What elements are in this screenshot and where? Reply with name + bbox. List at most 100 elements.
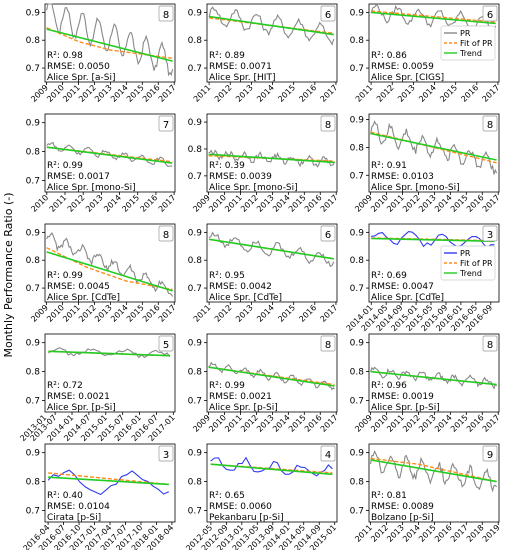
panel-15: 0.90.80.72011201220132014201520162017201…: [350, 443, 502, 544]
y-tick-label: 0.8: [350, 368, 365, 378]
badge-label: 7: [163, 120, 169, 131]
rmse-annotation: RMSE: 0.0047: [371, 282, 434, 292]
y-tick-label: 0.9: [350, 8, 365, 18]
x-tick-label: 2011: [223, 193, 244, 214]
badge-box: [320, 335, 336, 352]
r2-annotation: R²: 0.98: [47, 51, 83, 61]
x-tick-label: 2011: [223, 413, 244, 434]
badge-box: [482, 225, 498, 242]
y-tick-label: 0.7: [350, 64, 364, 74]
r2-annotation: R²: 0.72: [47, 381, 83, 391]
x-tick-label: 2012: [77, 303, 98, 324]
x-tick-label: 2017: [481, 83, 502, 104]
fit-series-line: [370, 457, 497, 483]
x-tick-label: 2014: [255, 83, 276, 104]
x-tick-label: 2012: [375, 83, 396, 104]
panel-4: 0.9 0.8 0.7 2010201120122013201420152016201…: [26, 113, 178, 214]
x-tick-label: 2009: [191, 413, 212, 434]
r2-annotation: R²: 0.96: [371, 381, 407, 391]
x-tick-label: 2017: [319, 413, 340, 434]
trend-series-line: [370, 370, 497, 386]
panel-6: 0.90.80.72009201020112012201320142015201…: [350, 113, 502, 214]
pr-series-line: [48, 347, 171, 359]
x-tick-label: 2016: [141, 83, 162, 104]
r2-annotation: R²: 0.91: [371, 161, 407, 171]
x-tick-label: 2015: [438, 83, 459, 104]
y-tick-label: 0.8: [188, 36, 203, 46]
badge-label: 8: [487, 340, 493, 351]
rmse-annotation: RMSE: 0.0021: [47, 392, 110, 402]
x-tick-label: 2010: [207, 193, 228, 214]
y-tick-label: 0.7: [26, 64, 40, 74]
y-tick-label: 0.9: [350, 339, 365, 349]
site-annotation: Bolzano [p-Si]: [371, 513, 434, 523]
rmse-annotation: RMSE: 0.0042: [209, 282, 272, 292]
rmse-annotation: RMSE: 0.0017: [47, 172, 110, 182]
badge-box: [482, 445, 498, 462]
badge-label: 8: [325, 120, 331, 131]
x-tick-label: 2009: [191, 193, 212, 214]
x-tick-label: 2014: [417, 83, 438, 104]
site-annotation: Alice Spr. [mono-Si]: [371, 183, 460, 193]
x-tick-label: 2009: [29, 303, 50, 324]
x-tick-label: 2016: [459, 83, 480, 104]
x-tick-label: 2011: [48, 193, 69, 214]
badge-box: [158, 445, 174, 462]
y-tick-label: 0.8: [26, 368, 41, 378]
x-tick-label: 2016: [141, 303, 162, 324]
x-tick-label: 2016: [139, 193, 160, 214]
panel-7: 0.90.80.72009201020112012201320142015201…: [26, 223, 178, 324]
y-tick-label: 0.8: [26, 36, 41, 46]
y-tick-label: 0.7: [350, 506, 364, 516]
badge-box: [320, 115, 336, 132]
rmse-annotation: RMSE: 0.0060: [209, 502, 272, 512]
r2-annotation: R²: 0.81: [371, 491, 407, 501]
x-tick-label: 2016: [465, 193, 486, 214]
site-annotation: Cirata [p-Si]: [47, 513, 101, 523]
x-tick-label: 2013: [417, 413, 438, 434]
badge-box: [158, 335, 174, 352]
legend-label: PR: [460, 249, 471, 258]
x-tick-label: 2014: [271, 193, 292, 214]
panel-9: 0.90.80.72014-012014-052014-092015-01201…: [345, 223, 500, 333]
badge-label: 8: [163, 230, 169, 241]
trend-series-line: [46, 146, 173, 164]
x-tick-label: 2014: [102, 193, 123, 214]
y-tick-label: 0.7: [188, 64, 202, 74]
site-annotation: Alice Spr. [CdTe]: [47, 293, 120, 303]
x-tick-label: 2010: [369, 413, 390, 434]
x-tick-label: 2010: [207, 413, 228, 434]
legend-label: Trend: [459, 49, 482, 58]
site-annotation: Alice Spr. [mono-Si]: [209, 183, 298, 193]
r2-annotation: R²: 0.99: [47, 161, 83, 171]
y-tick-label: 0.8: [26, 478, 41, 488]
x-tick-label: 2016: [433, 523, 454, 544]
x-tick-label: 2010: [29, 193, 50, 214]
trend-series-line: [208, 238, 334, 260]
x-tick-label: 2015: [449, 413, 470, 434]
plot-frame: [206, 223, 338, 303]
y-tick-label: 0.9: [188, 118, 203, 128]
y-tick-label: 0.9: [26, 449, 41, 459]
x-tick-label: 2009: [353, 193, 374, 214]
y-tick-label: 0.9: [350, 449, 365, 459]
x-tick-label: 2015: [287, 413, 308, 434]
x-tick-label: 2015: [125, 83, 146, 104]
x-tick-label: 2017: [481, 413, 502, 434]
badge-label: 6: [325, 230, 331, 241]
y-tick-label: 0.8: [26, 148, 41, 158]
y-tick-label: 0.9: [188, 339, 203, 349]
panel-14: 0.90.80.72012-052012-092013-012013-05201…: [184, 443, 338, 550]
x-tick-label: 2010: [45, 83, 66, 104]
panel-11: 0.90.80.72009201020112012201320142015201…: [188, 333, 340, 434]
r2-annotation: R²: 0.89: [209, 51, 245, 61]
x-tick-label: 2009: [29, 83, 50, 104]
rmse-annotation: RMSE: 0.0104: [47, 502, 110, 512]
r2-annotation: R²: 0.99: [209, 381, 245, 391]
plot-frame: [206, 3, 338, 83]
pr-series-line: [46, 141, 173, 167]
x-tick-label: 2011: [385, 193, 406, 214]
r2-annotation: R²: 0.65: [209, 491, 245, 501]
x-tick-label: 2017: [319, 193, 340, 214]
